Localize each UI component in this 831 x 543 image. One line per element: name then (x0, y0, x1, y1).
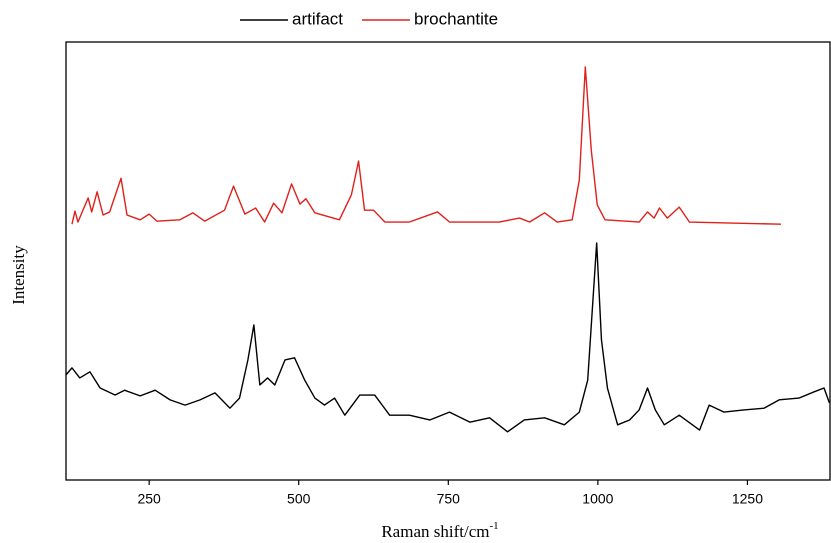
x-axis-label-text: Raman shift/cm (381, 522, 489, 541)
x-tick-label: 500 (287, 491, 311, 507)
series-line (71, 66, 781, 225)
x-axis-label: Raman shift/cm-1 (381, 520, 498, 541)
x-tick-label: 1250 (732, 491, 763, 507)
plot-frame (65, 41, 831, 481)
legend-label: brochantite (414, 9, 498, 28)
x-tick-label: 1000 (582, 491, 613, 507)
x-tick-label: 250 (137, 491, 161, 507)
y-axis-label: Intensity (9, 245, 28, 305)
x-axis-label-superscript: -1 (489, 520, 498, 532)
legend-label: artifact (292, 9, 343, 28)
series-line (65, 242, 831, 433)
x-tick-label: 750 (437, 491, 461, 507)
